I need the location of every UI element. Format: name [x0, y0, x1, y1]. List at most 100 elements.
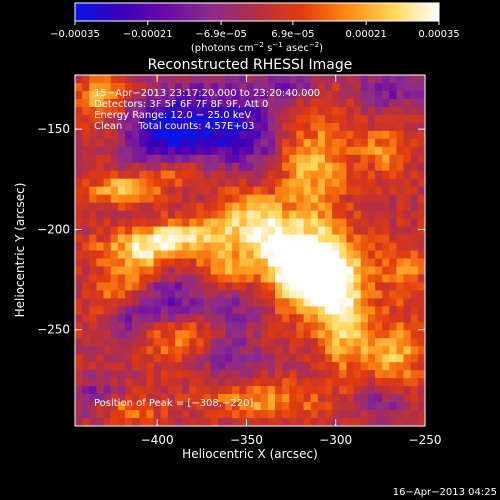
heatmap-cell	[403, 194, 412, 204]
heatmap-cell	[346, 370, 355, 379]
heatmap-cell	[325, 98, 333, 108]
heatmap-cell	[410, 162, 419, 172]
heatmap-cell	[117, 202, 126, 212]
heatmap-cell	[296, 146, 305, 156]
heatmap-cell	[103, 298, 112, 307]
heatmap-cell	[282, 370, 290, 379]
heatmap-cell	[246, 346, 255, 355]
heatmap-cell	[296, 202, 305, 212]
heatmap-cell	[282, 378, 290, 387]
heatmap-cell	[225, 242, 233, 252]
heatmap-cell	[260, 210, 269, 220]
heatmap-cell	[132, 162, 140, 172]
heatmap-cell	[160, 98, 169, 108]
heatmap-cell	[160, 330, 169, 339]
heatmap-cell	[253, 378, 262, 387]
heatmap-cell	[125, 114, 133, 124]
heatmap-cell	[317, 346, 326, 355]
heatmap-cell	[217, 394, 226, 403]
heatmap-cell	[382, 410, 390, 419]
heatmap-cell	[139, 314, 148, 323]
heatmap-cell	[75, 250, 83, 260]
heatmap-cell	[203, 290, 212, 299]
heatmap-cell	[310, 234, 319, 244]
heatmap-cell	[189, 290, 198, 299]
heatmap-cell	[410, 354, 419, 363]
heatmap-cell	[196, 122, 205, 132]
heatmap-cell	[246, 314, 255, 323]
heatmap-cell	[382, 210, 390, 220]
heatmap-cell	[117, 106, 126, 116]
heatmap-cell	[267, 274, 276, 284]
heatmap-cell	[225, 298, 233, 307]
heatmap-cell	[260, 234, 269, 244]
heatmap-cell	[375, 258, 383, 268]
heatmap-cell	[203, 266, 212, 276]
heatmap-cell	[267, 170, 276, 180]
heatmap-cell	[239, 186, 248, 196]
heatmap-cell	[110, 402, 119, 411]
heatmap-cell	[375, 178, 383, 188]
heatmap-cell	[325, 202, 333, 212]
heatmap-cell	[267, 378, 276, 387]
heatmap-cell	[317, 186, 326, 196]
heatmap-cell	[103, 266, 112, 276]
heatmap-cell	[117, 75, 126, 84]
heatmap-cell	[260, 90, 269, 100]
heatmap-cell	[189, 186, 198, 196]
heatmap-cell	[103, 354, 112, 363]
heatmap-cell	[225, 410, 233, 419]
heatmap-cell	[196, 162, 205, 172]
heatmap-cell	[417, 378, 425, 387]
heatmap-cell	[253, 330, 262, 339]
heatmap-cell	[196, 242, 205, 252]
heatmap-cell	[417, 330, 425, 339]
heatmap-cell	[167, 402, 176, 411]
heatmap-cell	[160, 290, 169, 299]
heatmap-cell	[117, 354, 126, 363]
heatmap-cell	[275, 146, 283, 156]
heatmap-cell	[89, 306, 98, 315]
heatmap-cell	[296, 178, 305, 188]
heatmap-cell	[267, 298, 276, 307]
heatmap-cell	[253, 386, 262, 395]
heatmap-cell	[267, 146, 276, 156]
heatmap-cell	[289, 346, 298, 355]
heatmap-cell	[253, 322, 262, 331]
heatmap-cell	[296, 242, 305, 252]
heatmap-cell	[96, 354, 105, 363]
heatmap-cell	[267, 306, 276, 315]
heatmap-cell	[275, 122, 283, 132]
heatmap-cell	[303, 354, 312, 363]
heatmap-cell	[203, 418, 212, 426]
heatmap-cell	[146, 138, 155, 148]
heatmap-cell	[332, 354, 340, 363]
heatmap-cell	[96, 242, 105, 252]
heatmap-cell	[375, 274, 383, 284]
heatmap-cell	[417, 146, 425, 156]
heatmap-cell	[403, 82, 412, 92]
heatmap-cell	[246, 90, 255, 100]
heatmap-cell	[225, 362, 233, 371]
heatmap-cell	[332, 402, 340, 411]
heatmap-cell	[103, 194, 112, 204]
heatmap-cell	[282, 98, 290, 108]
heatmap-cell	[339, 346, 348, 355]
heatmap-cell	[175, 122, 183, 132]
heatmap-cell	[275, 154, 283, 164]
heatmap-cell	[389, 306, 398, 315]
heatmap-cell	[403, 290, 412, 299]
heatmap-cell	[75, 362, 83, 371]
heatmap-cell	[410, 418, 419, 426]
heatmap-cell	[410, 378, 419, 387]
heatmap-cell	[167, 194, 176, 204]
heatmap-cell	[125, 75, 133, 84]
heatmap-cell	[160, 202, 169, 212]
heatmap-cell	[203, 122, 212, 132]
heatmap-cell	[360, 114, 369, 124]
heatmap-cell	[167, 154, 176, 164]
heatmap-cell	[96, 314, 105, 323]
heatmap-cell	[175, 290, 183, 299]
heatmap-cell	[175, 170, 183, 180]
heatmap-cell	[367, 226, 376, 236]
